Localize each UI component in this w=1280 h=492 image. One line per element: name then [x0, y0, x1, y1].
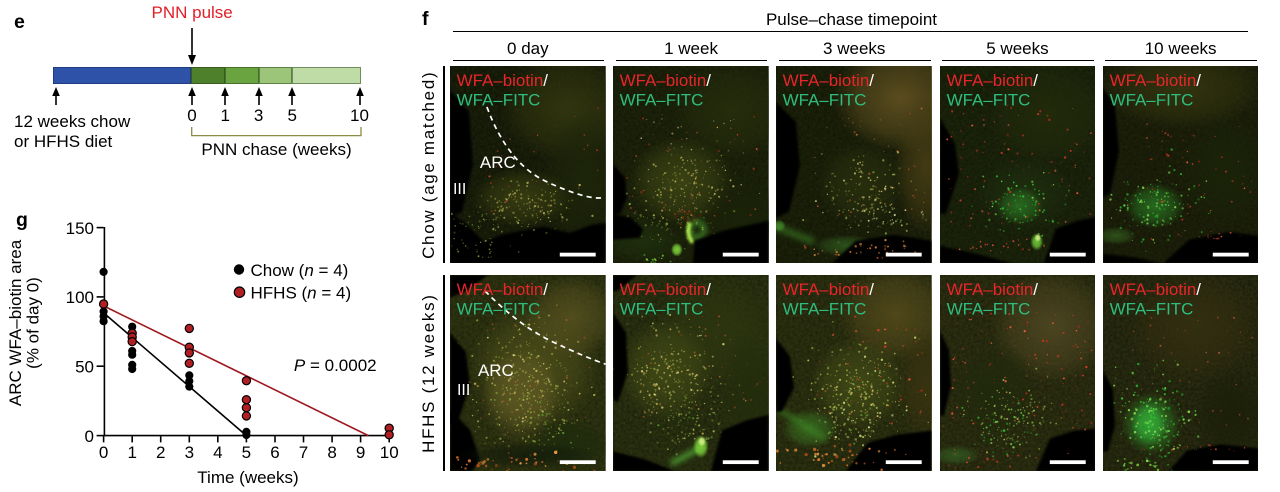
svg-text:HFHS (12 weeks): HFHS (12 weeks): [420, 294, 438, 454]
svg-text:WFA–biotin/: WFA–biotin/: [620, 280, 712, 299]
svg-text:10: 10: [380, 443, 399, 462]
svg-text:HFHS (n = 4): HFHS (n = 4): [251, 284, 352, 303]
svg-text:WFA–biotin/: WFA–biotin/: [783, 280, 875, 299]
svg-text:6: 6: [270, 443, 279, 462]
svg-text:4: 4: [213, 443, 222, 462]
svg-text:P = 0.0002: P = 0.0002: [294, 356, 377, 375]
svg-text:WFA–FITC: WFA–FITC: [457, 300, 541, 319]
svg-text:8: 8: [327, 443, 336, 462]
svg-text:0: 0: [99, 443, 108, 462]
svg-text:(% of day 0): (% of day 0): [24, 277, 43, 369]
svg-text:WFA–FITC: WFA–FITC: [1109, 90, 1193, 109]
svg-text:WFA–biotin/: WFA–biotin/: [457, 280, 549, 299]
svg-text:ARC: ARC: [480, 153, 516, 172]
svg-text:WFA–biotin/: WFA–biotin/: [457, 71, 549, 90]
svg-text:WFA–biotin/: WFA–biotin/: [1109, 280, 1201, 299]
svg-text:WFA–biotin/: WFA–biotin/: [620, 71, 712, 90]
svg-text:Chow (age matched): Chow (age matched): [420, 70, 438, 258]
svg-text:3: 3: [185, 443, 194, 462]
svg-text:Time (weeks): Time (weeks): [197, 468, 298, 487]
svg-text:50: 50: [75, 357, 94, 376]
svg-text:WFA–FITC: WFA–FITC: [457, 90, 541, 109]
svg-text:Chow (n = 4): Chow (n = 4): [251, 261, 349, 280]
svg-text:WFA–FITC: WFA–FITC: [620, 90, 704, 109]
svg-text:ARC WFA–biotin area: ARC WFA–biotin area: [6, 239, 25, 406]
svg-text:WFA–FITC: WFA–FITC: [783, 90, 867, 109]
svg-text:WFA–biotin/: WFA–biotin/: [1109, 71, 1201, 90]
svg-text:5: 5: [242, 443, 251, 462]
svg-text:WFA–FITC: WFA–FITC: [946, 300, 1030, 319]
svg-text:WFA–biotin/: WFA–biotin/: [946, 280, 1038, 299]
svg-text:2: 2: [156, 443, 165, 462]
svg-text:0: 0: [85, 427, 94, 446]
svg-text:9: 9: [356, 443, 365, 462]
svg-text:WFA–biotin/: WFA–biotin/: [946, 71, 1038, 90]
svg-text:WFA–FITC: WFA–FITC: [946, 90, 1030, 109]
svg-text:WFA–biotin/: WFA–biotin/: [783, 71, 875, 90]
svg-text:150: 150: [66, 219, 94, 238]
svg-text:100: 100: [66, 288, 94, 307]
svg-text:WFA–FITC: WFA–FITC: [620, 300, 704, 319]
svg-text:III: III: [453, 180, 466, 197]
svg-text:WFA–FITC: WFA–FITC: [783, 300, 867, 319]
svg-text:ARC: ARC: [478, 361, 514, 380]
svg-text:1: 1: [127, 443, 136, 462]
svg-text:WFA–FITC: WFA–FITC: [1109, 300, 1193, 319]
svg-text:III: III: [457, 382, 470, 399]
svg-text:7: 7: [299, 443, 308, 462]
